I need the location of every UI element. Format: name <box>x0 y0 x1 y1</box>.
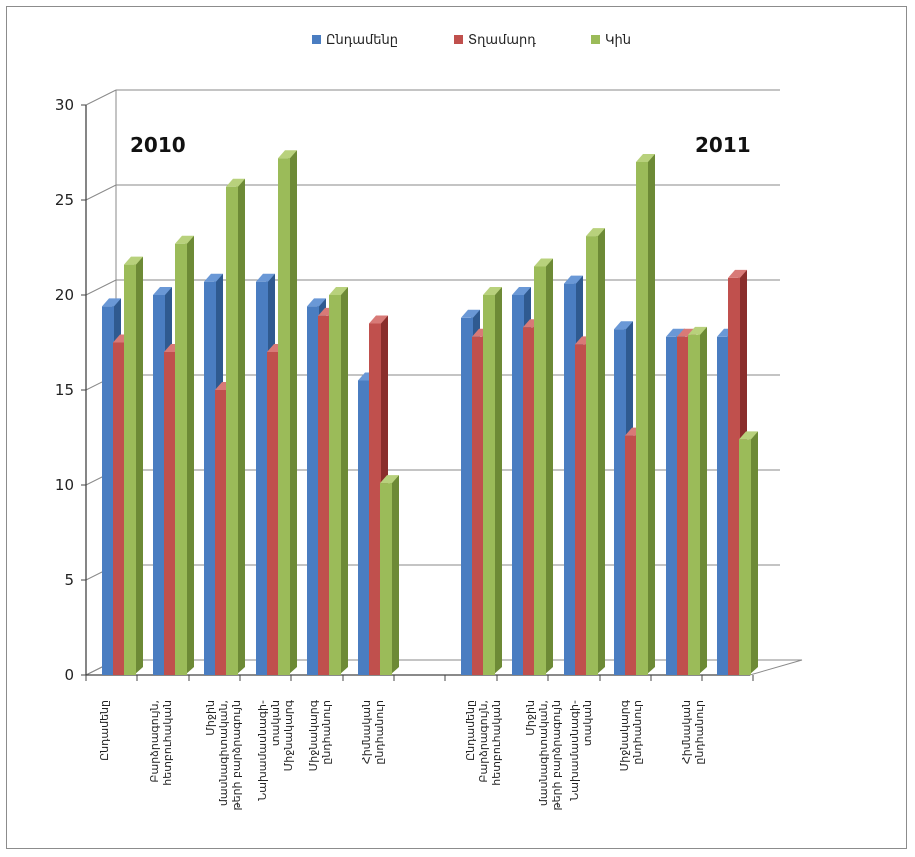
y-tick-label: 0 <box>64 666 74 684</box>
legend-label: Կին <box>605 33 631 48</box>
bar-men <box>523 327 535 675</box>
bar-men <box>728 278 740 675</box>
category-label-line: Բարձրագույն, <box>477 700 490 783</box>
bar-total <box>717 337 729 675</box>
y-tick-label: 10 <box>55 476 74 494</box>
bar-women <box>586 236 598 675</box>
category-label-line: ընդհանուր <box>373 700 386 765</box>
bar-men <box>472 337 484 675</box>
category-label-line: Միջին <box>204 700 217 736</box>
y-tick-label: 20 <box>55 286 74 304</box>
category-label: Ընդամենը Բարձրագույն, հետբուհական <box>464 700 503 786</box>
category-label: Նախամասնագի-տական Միջնակարգ <box>256 699 295 801</box>
bar-total <box>666 337 678 675</box>
category-label-line: մասնագիտական, <box>537 700 550 806</box>
bar-total <box>461 318 473 675</box>
category-label-line: ընդհանուր <box>631 700 644 765</box>
category-label-line: Նախամասնագի- <box>568 700 581 801</box>
bar-men <box>318 316 330 675</box>
category-label-line: տական <box>269 700 282 746</box>
bar-women <box>124 265 136 675</box>
bar-women <box>329 295 341 675</box>
bar-men <box>369 324 381 676</box>
category-label: Ընդամենը <box>98 700 111 761</box>
category-label-line: Հիմնական <box>360 700 373 764</box>
bar-total <box>204 282 216 675</box>
category-label: Միջին մասնագիտական, թերի բարձրագույն <box>204 700 243 811</box>
category-label: Միջնակարգ ընդհանուր <box>307 699 333 771</box>
category-label: Բարձրագույն, հետբուհական <box>148 700 174 786</box>
bar-total <box>153 295 165 675</box>
category-label-line: մասնագիտական, <box>217 700 230 806</box>
bar-women <box>636 162 648 675</box>
gridline-depth <box>86 185 116 200</box>
y-tick-label: 25 <box>55 191 74 209</box>
category-label: Հիմնական ընդհանուր <box>680 700 706 765</box>
bar-women <box>739 439 751 675</box>
bar-total <box>256 282 268 675</box>
category-label: Միջնակարգ ընդհանուր <box>618 699 644 771</box>
bar-men <box>575 344 587 675</box>
category-label-line: տական <box>581 700 594 746</box>
category-label-line: Ընդամենը <box>98 700 111 761</box>
category-label-line: հետբուհական <box>490 700 503 786</box>
gridline-depth <box>86 90 116 105</box>
gridline-depth <box>86 280 116 295</box>
bar-women <box>483 295 495 675</box>
bar-men <box>625 436 637 675</box>
category-label-line: հետբուհական <box>161 700 174 786</box>
bar-men <box>677 337 689 675</box>
category-label: Միջին մասնագիտական, թերի բարձրագույն <box>524 700 563 811</box>
legend-swatch <box>312 35 321 44</box>
bar-men <box>215 390 227 675</box>
bar-men <box>267 352 279 675</box>
bar-total <box>307 306 319 675</box>
y-tick-label: 15 <box>55 381 74 399</box>
category-label-line: Միջնակարգ <box>282 699 295 771</box>
legend-label: Ընդամենը <box>326 33 398 48</box>
bar-total <box>512 295 524 675</box>
bar-women <box>380 483 392 675</box>
bar-women <box>226 187 238 675</box>
category-label-line: Բարձրագույն, <box>148 700 161 783</box>
bar-women <box>534 267 546 676</box>
bar-total <box>614 329 626 675</box>
bar-total <box>358 381 370 676</box>
legend-label: Տղամարդ <box>468 33 536 48</box>
category-label: Նախամասնագի-տական <box>568 700 594 801</box>
category-label-line: ընդհանուր <box>693 700 706 765</box>
bar-men <box>164 352 176 675</box>
category-label-line: Նախամասնագի- <box>256 700 269 801</box>
category-label-line: թերի բարձրագույն <box>230 700 243 811</box>
bar-total <box>564 284 576 675</box>
group-label-2011: 2011 <box>695 133 751 157</box>
category-label-line: թերի բարձրագույն <box>550 700 563 811</box>
bar-total <box>102 306 114 675</box>
bar-women <box>175 244 187 675</box>
category-label-line: Միջնակարգ <box>307 699 320 771</box>
category-label-line: Միջին <box>524 700 537 736</box>
group-label-2010: 2010 <box>130 133 186 157</box>
y-tick-label: 5 <box>64 571 74 589</box>
category-label-line: Միջնակարգ <box>618 699 631 771</box>
bar-women <box>278 158 290 675</box>
legend-swatch <box>454 35 463 44</box>
y-tick-label: 30 <box>55 96 74 114</box>
category-label-line: Հիմնական <box>680 700 693 764</box>
legend-swatch <box>591 35 600 44</box>
bar-women <box>688 335 700 675</box>
category-label-line: ընդհանուր <box>320 700 333 765</box>
bar-men <box>113 343 125 676</box>
category-label: Հիմնական ընդհանուր <box>360 700 386 765</box>
category-label-line: Ընդամենը <box>464 700 477 761</box>
